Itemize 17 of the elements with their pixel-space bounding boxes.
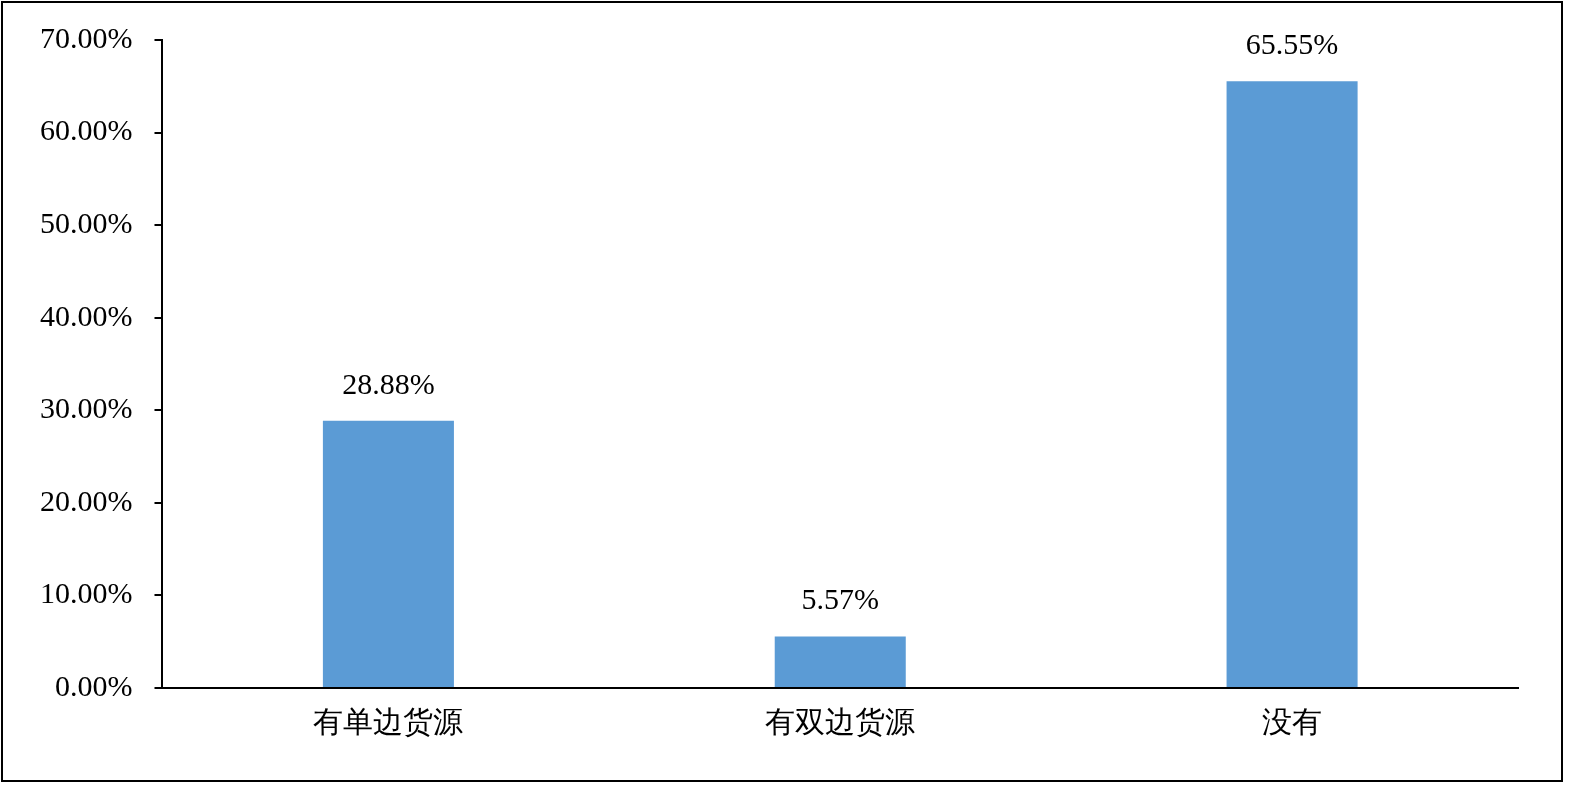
bar xyxy=(322,420,454,687)
bar xyxy=(774,636,906,687)
data-label: 65.55% xyxy=(1245,27,1339,61)
data-label: 5.57% xyxy=(801,582,879,616)
x-tick-label: 没有 xyxy=(1262,703,1323,739)
y-tick-label: 40.00% xyxy=(39,298,133,332)
y-tick-label: 60.00% xyxy=(39,113,133,147)
y-tick-label: 10.00% xyxy=(39,576,133,610)
y-tick-label: 0.00% xyxy=(54,668,133,702)
data-label: 28.88% xyxy=(342,366,435,400)
x-tick-label: 有单边货源 xyxy=(313,703,464,739)
y-tick-label: 20.00% xyxy=(39,483,133,517)
y-tick-label: 30.00% xyxy=(39,391,133,425)
bar xyxy=(1226,81,1358,687)
y-tick-label: 70.00% xyxy=(39,20,133,54)
y-tick-label: 50.00% xyxy=(39,206,133,240)
x-tick-label: 有双边货源 xyxy=(765,703,916,739)
